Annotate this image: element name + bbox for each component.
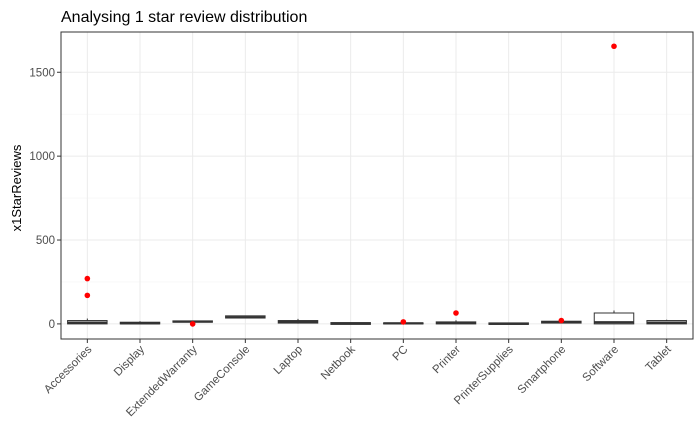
x-tick-label: Printer [431,344,464,377]
outlier-point [84,275,91,282]
box-printersupplies [488,322,529,325]
box-pc [383,319,424,325]
outlier-point [84,292,91,299]
y-tick-label: 1500 [29,67,55,79]
grid-lines [61,32,693,339]
y-tick-label: 1000 [29,151,55,163]
box-smartphone [541,317,582,324]
box-accessories [67,275,108,325]
x-tick-label: Tablet [644,343,675,374]
box-gameconsole [225,315,266,319]
y-tick-label: 0 [49,319,55,331]
box-software [593,43,635,325]
outlier-point [611,43,617,50]
x-tick-label: Accessories [42,343,94,395]
outlier-point [189,321,196,327]
x-tick-label: Smartphone [516,344,569,397]
x-tick-label: Netbook [319,343,358,382]
box-display [119,321,161,325]
box-laptop [277,318,319,324]
x-axis-ticks: Accessories DisplayExtendedWarrantyGameCo… [42,339,674,419]
x-tick-label: GameConsole [192,344,252,404]
x-tick-label: PC [391,344,411,364]
x-tick-label: Laptop [272,344,305,377]
box-netbook [330,322,371,325]
outlier-point [558,317,565,324]
box-series [67,43,687,327]
outlier-point [400,319,407,325]
outlier-point [453,310,459,316]
y-axis-label: x1StarReviews [9,144,24,231]
box-printer [435,310,477,325]
box-extendedwarranty [172,320,213,327]
box-tablet [646,319,687,325]
plot-panel-border [60,31,694,340]
x-tick-label: Display [112,343,147,378]
chart-title: Analysing 1 star review distribution [61,9,307,26]
y-tick-label: 500 [36,235,55,247]
box-iqr [593,312,635,325]
x-tick-label: Software [581,344,622,385]
y-axis-ticks: 0 500 1000 1500 [29,67,61,331]
